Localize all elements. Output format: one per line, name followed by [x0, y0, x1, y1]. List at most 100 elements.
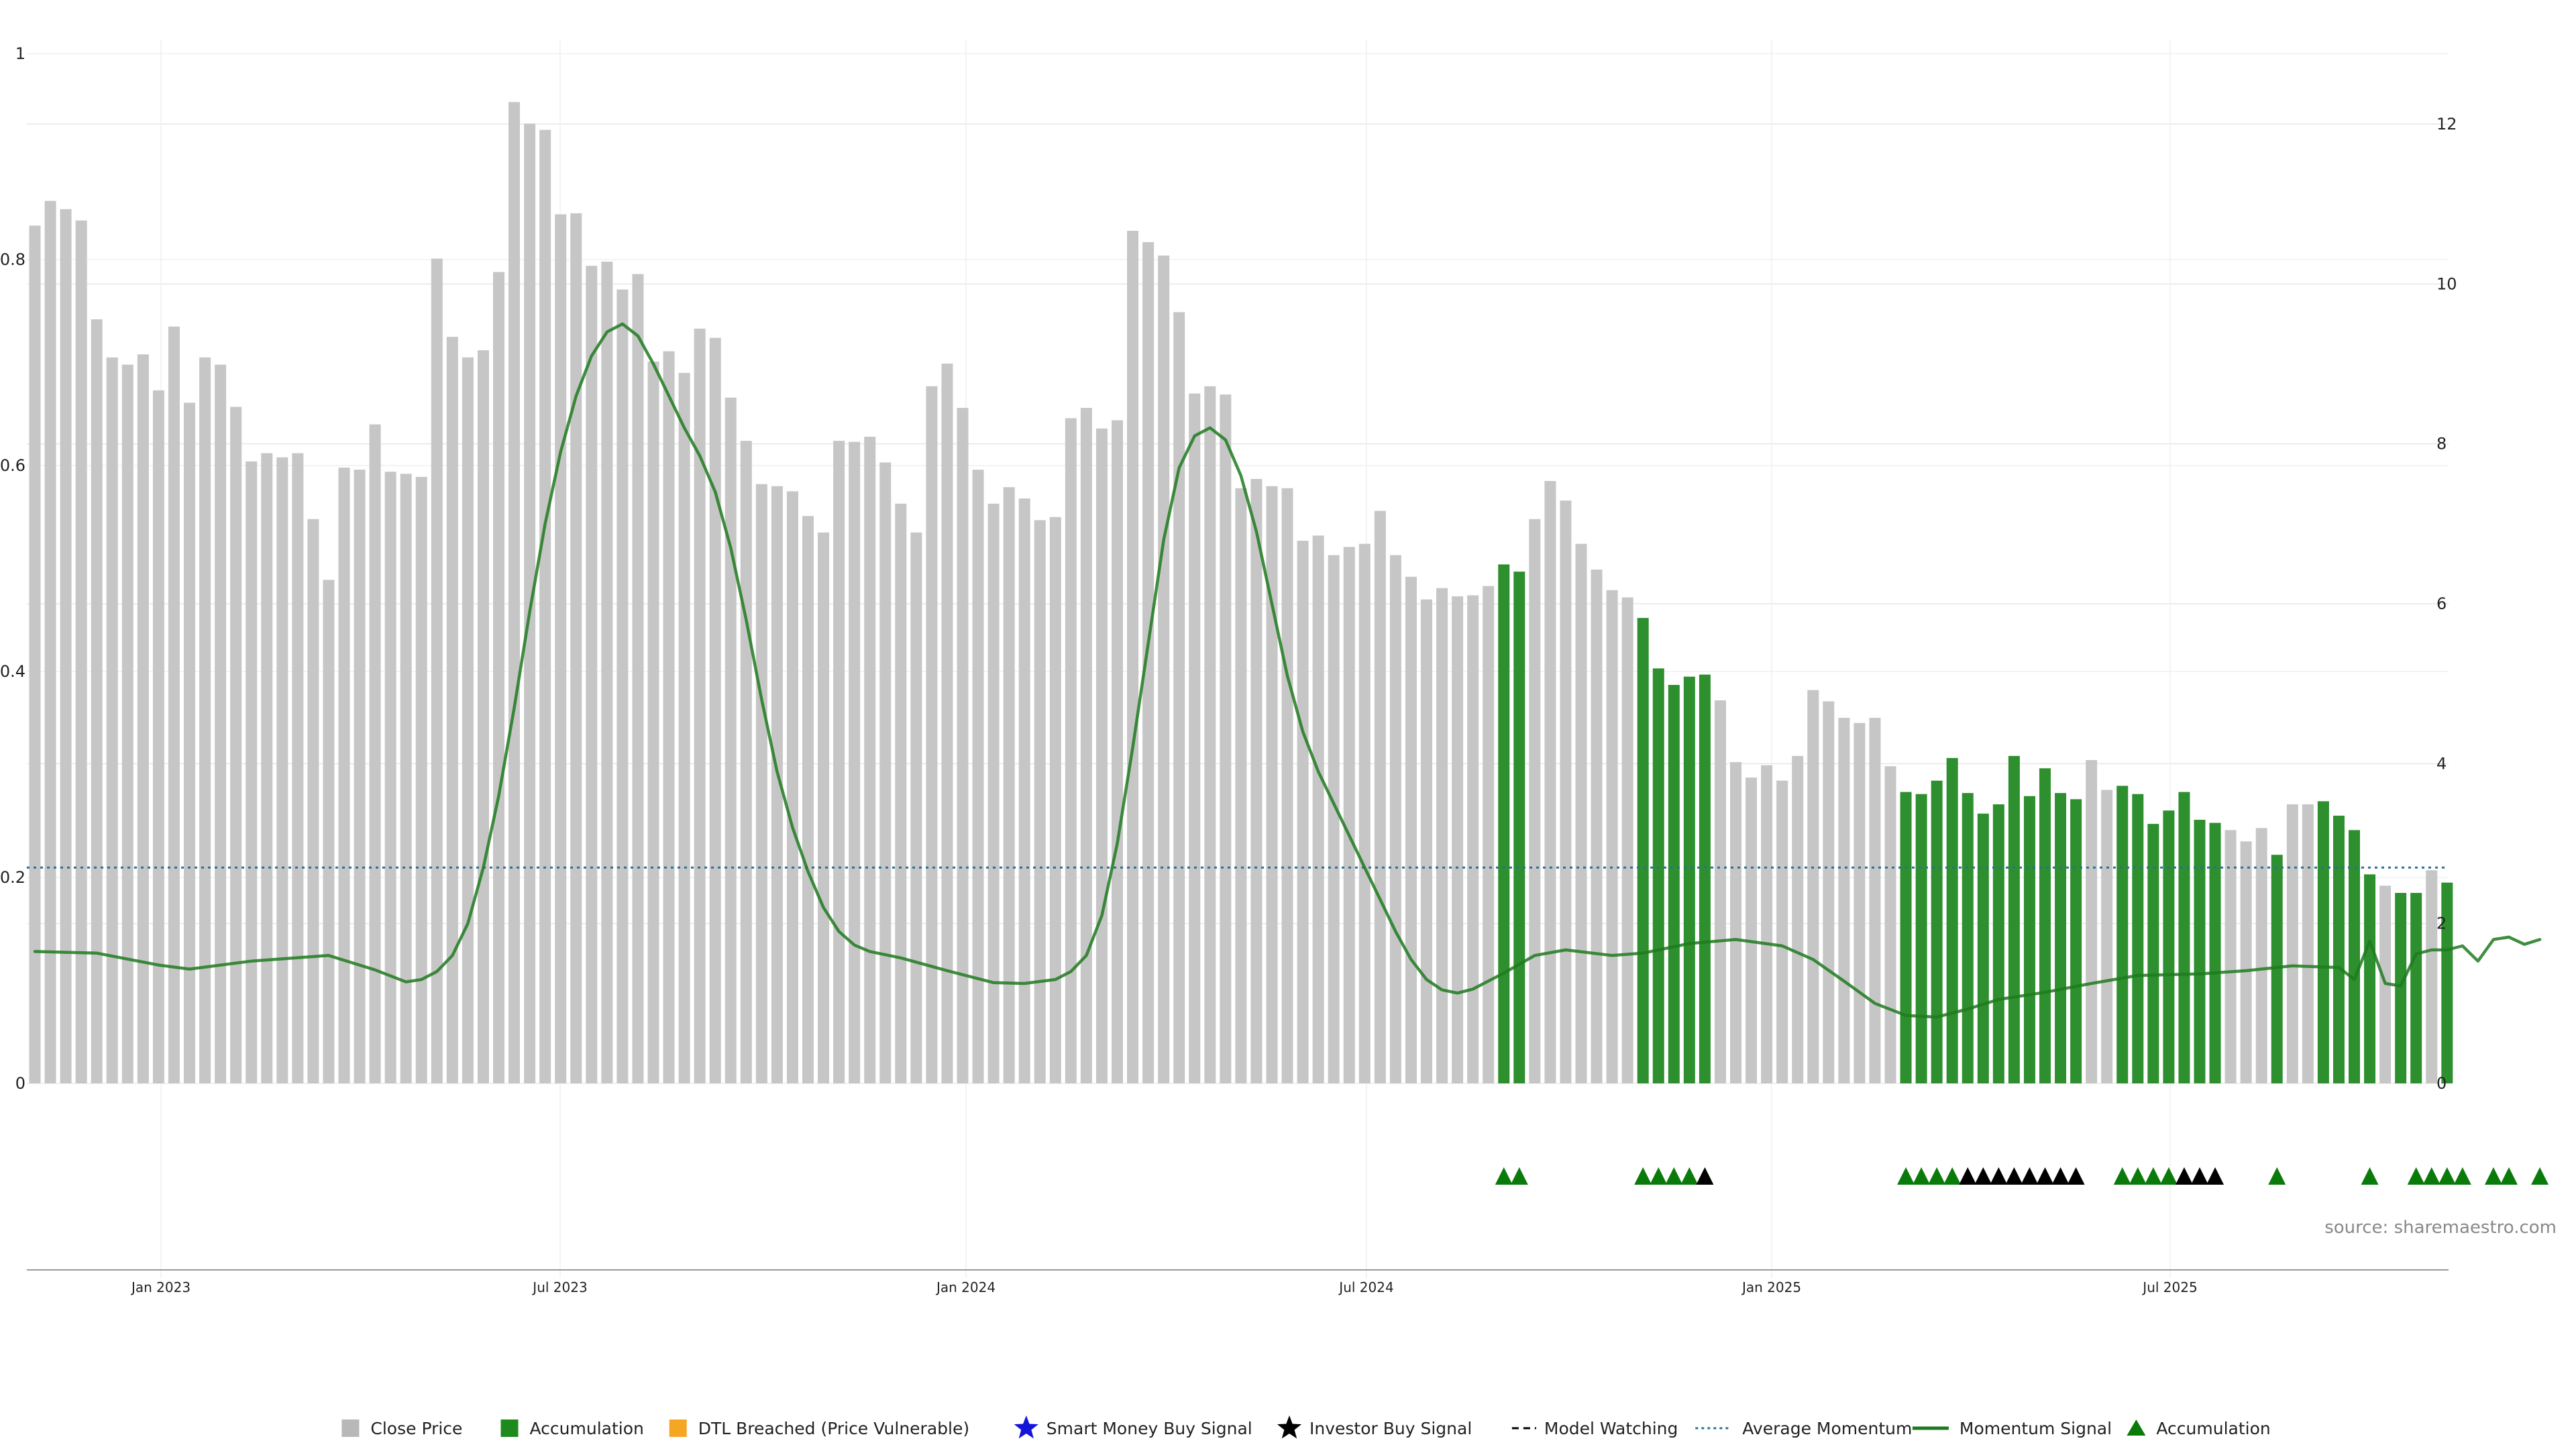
close-price-bar: [292, 453, 304, 1083]
momentum-signal-line: [33, 322, 2542, 1019]
close-price-bar: [1746, 777, 1758, 1083]
close-price-bar: [44, 201, 56, 1083]
accumulation-bar: [1498, 564, 1510, 1083]
close-price-bar: [539, 129, 551, 1084]
x-axis: Jan 2023 Jul 2023 Jan 2024 Jul 2024 Jan 2025…: [27, 1269, 2449, 1295]
close-price-bar: [230, 407, 242, 1083]
investor-signal-triangle: [1990, 1167, 2008, 1185]
accumulation-bar: [2116, 786, 2129, 1083]
close-price-bar: [1173, 312, 1185, 1083]
accumulation-bar: [1931, 780, 1943, 1083]
close-price-bar: [152, 390, 164, 1083]
legend-label: Average Momentum: [1742, 1419, 1912, 1438]
close-price-bar: [1421, 599, 1432, 1083]
legend-item: Model Watching: [1511, 1419, 1678, 1438]
close-price-bar: [2255, 828, 2267, 1083]
left-tick-label: 0.6: [0, 456, 25, 475]
accumulation-bar: [2163, 810, 2175, 1083]
momentum-signal-path: [33, 322, 2542, 1019]
close-price-bar: [1436, 588, 1448, 1083]
close-price-bar: [246, 461, 258, 1083]
left-tick-label: 0: [15, 1074, 25, 1093]
close-price-bar: [849, 441, 861, 1083]
accumulation-triangle: [1495, 1167, 1513, 1185]
close-price-bar: [1065, 418, 1077, 1083]
close-price-bar: [2426, 870, 2438, 1083]
close-price-bar: [1189, 393, 1201, 1083]
accumulation-bar: [1683, 676, 1695, 1083]
close-price-bar: [1112, 420, 1123, 1083]
close-price-bar: [987, 503, 1000, 1083]
accumulation-bar: [2178, 792, 2190, 1083]
investor-signal-triangle: [2067, 1167, 2085, 1185]
accumulation-triangle: [2268, 1167, 2286, 1185]
accumulation-bar: [2008, 755, 2020, 1083]
close-price-bar: [755, 484, 767, 1083]
close-price-bar: [1018, 498, 1030, 1083]
close-price-bar: [1591, 570, 1603, 1083]
close-price-bars: [29, 102, 2453, 1084]
accumulation-bar: [2364, 874, 2376, 1083]
close-price-bar: [1095, 428, 1108, 1083]
accumulation-triangle: [2361, 1167, 2379, 1185]
accumulation-bar: [1900, 792, 1912, 1083]
accumulation-bar: [1962, 793, 1974, 1083]
close-price-bar: [1854, 722, 1866, 1083]
legend-swatch: [669, 1419, 687, 1437]
legend-swatch: [1014, 1415, 1038, 1439]
x-tick-label: Jan 2025: [1741, 1279, 1801, 1295]
accumulation-bar: [2349, 830, 2360, 1083]
close-price-bar: [709, 337, 721, 1083]
right-tick-label: 0: [2436, 1074, 2447, 1093]
close-price-bar: [1266, 486, 1278, 1083]
investor-signal-triangle: [2206, 1167, 2224, 1185]
accumulation-bar: [1992, 804, 2004, 1083]
close-price-bar: [1389, 555, 1401, 1083]
accumulation-bar: [2147, 824, 2159, 1083]
close-price-bar: [1884, 766, 1896, 1083]
close-price-bar: [724, 397, 737, 1083]
close-price-bar: [1823, 701, 1835, 1083]
accumulation-triangle: [2531, 1167, 2549, 1185]
close-price-bar: [663, 351, 675, 1083]
accumulation-bar: [2132, 794, 2144, 1083]
close-price-bar: [1621, 597, 1633, 1083]
close-price-bar: [833, 441, 845, 1083]
accumulation-bar: [1513, 572, 1525, 1083]
close-price-bar: [184, 402, 195, 1083]
legend-label: Accumulation: [530, 1419, 644, 1438]
legend-swatch: [500, 1419, 519, 1437]
source-label: source: sharemaestro.com: [2324, 1218, 2557, 1238]
close-price-bar: [864, 437, 876, 1083]
close-price-bar: [1606, 590, 1618, 1083]
accumulation-triangle: [1943, 1167, 1962, 1185]
x-tick-label: Jan 2023: [130, 1279, 191, 1295]
legend-item: Smart Money Buy Signal: [1014, 1415, 1252, 1439]
close-price-bar: [1452, 596, 1464, 1083]
close-price-bar: [616, 289, 629, 1083]
close-price-bar: [910, 532, 922, 1083]
close-price-bar: [941, 364, 953, 1084]
close-price-bar: [1343, 547, 1355, 1083]
accumulation-triangle: [2129, 1167, 2147, 1185]
accumulation-triangle: [2407, 1167, 2425, 1185]
close-price-bar: [2086, 760, 2098, 1083]
close-price-bar: [415, 476, 427, 1083]
right-tick-label: 8: [2436, 435, 2447, 453]
accumulation-bar: [1652, 668, 1664, 1083]
legend-item: Average Momentum: [1695, 1419, 1912, 1438]
close-price-bar: [60, 209, 72, 1083]
close-price-bar: [1003, 487, 1015, 1083]
legend-swatch: [1277, 1415, 1302, 1439]
accumulation-bar: [2441, 882, 2453, 1083]
legend-item: Close Price: [341, 1419, 462, 1438]
close-price-bar: [1204, 386, 1216, 1084]
close-price-bar: [1730, 762, 1741, 1083]
accumulation-bar: [2023, 796, 2035, 1083]
close-price-bar: [1483, 586, 1495, 1083]
close-price-bar: [1807, 690, 1819, 1083]
legend-label: DTL Breached (Price Vulnerable): [698, 1419, 969, 1438]
close-price-bar: [2286, 804, 2298, 1083]
accumulation-triangle: [1510, 1167, 1528, 1185]
accumulation-triangle: [1634, 1167, 1652, 1185]
